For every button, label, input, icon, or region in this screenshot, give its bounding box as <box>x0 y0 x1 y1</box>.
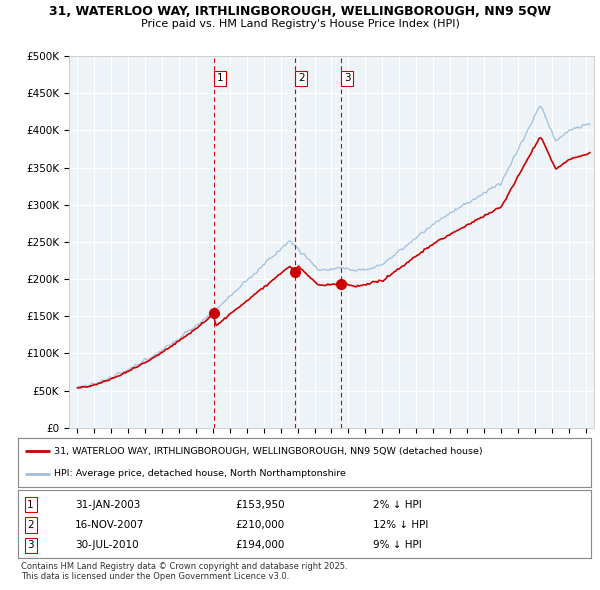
Text: 2% ↓ HPI: 2% ↓ HPI <box>373 500 422 510</box>
Text: 2: 2 <box>27 520 34 530</box>
Text: 31, WATERLOO WAY, IRTHLINGBOROUGH, WELLINGBOROUGH, NN9 5QW (detached house): 31, WATERLOO WAY, IRTHLINGBOROUGH, WELLI… <box>53 447 482 456</box>
Text: 3: 3 <box>344 73 350 83</box>
Text: 12% ↓ HPI: 12% ↓ HPI <box>373 520 428 530</box>
Text: Contains HM Land Registry data © Crown copyright and database right 2025.
This d: Contains HM Land Registry data © Crown c… <box>21 562 347 581</box>
Text: £210,000: £210,000 <box>236 520 285 530</box>
Text: HPI: Average price, detached house, North Northamptonshire: HPI: Average price, detached house, Nort… <box>53 469 346 478</box>
Text: 9% ↓ HPI: 9% ↓ HPI <box>373 540 422 550</box>
Text: 2: 2 <box>298 73 305 83</box>
Text: 1: 1 <box>217 73 223 83</box>
Text: 31, WATERLOO WAY, IRTHLINGBOROUGH, WELLINGBOROUGH, NN9 5QW: 31, WATERLOO WAY, IRTHLINGBOROUGH, WELLI… <box>49 5 551 18</box>
Text: 31-JAN-2003: 31-JAN-2003 <box>76 500 140 510</box>
Text: £194,000: £194,000 <box>236 540 285 550</box>
Text: Price paid vs. HM Land Registry's House Price Index (HPI): Price paid vs. HM Land Registry's House … <box>140 19 460 29</box>
Text: 1: 1 <box>27 500 34 510</box>
Text: 30-JUL-2010: 30-JUL-2010 <box>76 540 139 550</box>
Text: 16-NOV-2007: 16-NOV-2007 <box>76 520 145 530</box>
Text: 3: 3 <box>27 540 34 550</box>
Text: £153,950: £153,950 <box>236 500 286 510</box>
